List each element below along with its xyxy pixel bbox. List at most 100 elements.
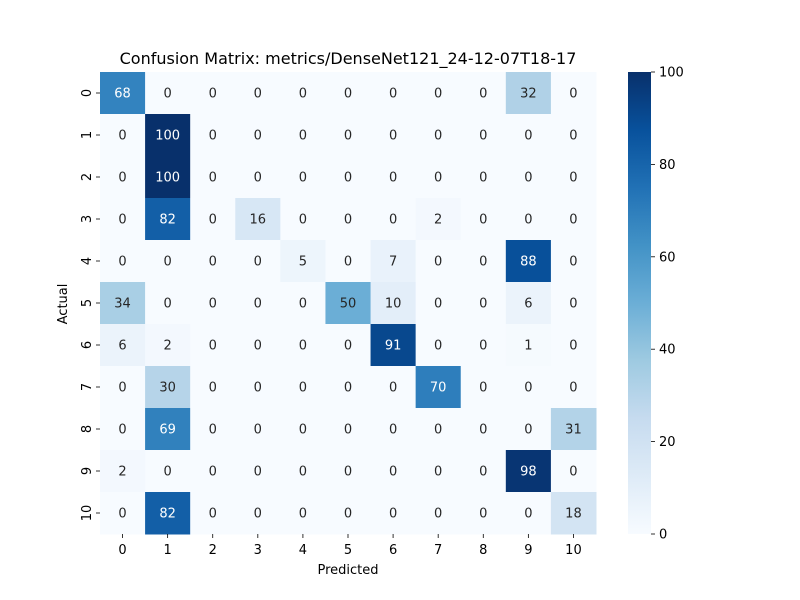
heatmap-cell bbox=[100, 450, 146, 493]
heatmap-cell bbox=[145, 492, 191, 535]
colorbar-tick-label: 80 bbox=[659, 158, 676, 173]
heatmap-cell-value: 0 bbox=[434, 465, 442, 480]
heatmap-cell-value: 0 bbox=[434, 255, 442, 270]
heatmap-cell-value: 88 bbox=[520, 255, 537, 270]
heatmap-cell-value: 69 bbox=[159, 423, 176, 438]
chart-title: Confusion Matrix: metrics/DenseNet121_24… bbox=[120, 49, 577, 69]
heatmap-cell bbox=[190, 324, 236, 367]
heatmap-cell-value: 0 bbox=[434, 87, 442, 102]
heatmap-cell-value: 98 bbox=[520, 465, 537, 480]
heatmap-cell bbox=[370, 156, 417, 199]
heatmap-cell bbox=[460, 240, 507, 283]
x-axis-label: Predicted bbox=[317, 563, 378, 578]
heatmap-cell bbox=[505, 408, 552, 451]
heatmap-cell-value: 0 bbox=[254, 381, 262, 396]
heatmap-cell-value: 2 bbox=[434, 213, 442, 228]
heatmap-cell bbox=[550, 198, 597, 241]
heatmap-cell-value: 0 bbox=[434, 423, 442, 438]
heatmap-cell-value: 0 bbox=[389, 171, 397, 186]
heatmap-cell bbox=[235, 114, 281, 157]
heatmap-cell-value: 100 bbox=[155, 171, 180, 186]
heatmap-cell bbox=[235, 240, 281, 283]
heatmap-cell-value: 82 bbox=[159, 213, 176, 228]
y-tick-label: 0 bbox=[80, 89, 95, 97]
heatmap-cell-value: 0 bbox=[344, 213, 352, 228]
y-tick-label: 2 bbox=[80, 173, 95, 181]
heatmap-cell-value: 0 bbox=[163, 87, 171, 102]
heatmap-cell bbox=[550, 492, 597, 535]
heatmap-cell bbox=[460, 408, 507, 451]
heatmap-cell-value: 32 bbox=[520, 87, 537, 102]
heatmap-cell-value: 100 bbox=[155, 129, 180, 144]
heatmap-cell-value: 91 bbox=[385, 339, 402, 354]
heatmap-cell-value: 18 bbox=[565, 507, 582, 522]
heatmap-cell-value: 0 bbox=[344, 507, 352, 522]
heatmap-cell bbox=[325, 324, 372, 367]
heatmap-cell-value: 70 bbox=[430, 381, 447, 396]
heatmap-cell-value: 0 bbox=[209, 507, 217, 522]
heatmap-cell bbox=[505, 450, 552, 493]
heatmap-cell bbox=[550, 156, 597, 199]
heatmap-cell bbox=[460, 72, 507, 115]
heatmap-cell bbox=[550, 282, 597, 325]
heatmap-cell-value: 0 bbox=[118, 381, 126, 396]
heatmap-cell-value: 0 bbox=[254, 129, 262, 144]
x-tick-label: 8 bbox=[479, 543, 487, 558]
heatmap-cell-value: 7 bbox=[389, 255, 397, 270]
heatmap-cell bbox=[505, 282, 552, 325]
colorbar-ticks: 0 20 40 60 80 100 bbox=[651, 66, 684, 543]
heatmap-cell-value: 0 bbox=[344, 129, 352, 144]
heatmap-cell-value: 0 bbox=[209, 213, 217, 228]
heatmap-cell bbox=[460, 282, 507, 325]
y-tick-label: 3 bbox=[80, 215, 95, 223]
y-axis-ticks: 0 1 2 3 4 5 6 7 8 9 10 bbox=[80, 89, 100, 521]
colorbar-tick-label: 60 bbox=[659, 250, 676, 265]
x-tick-label: 0 bbox=[118, 543, 126, 558]
heatmap-cell bbox=[100, 72, 146, 115]
heatmap-cell bbox=[235, 366, 281, 409]
heatmap-cell bbox=[190, 282, 236, 325]
heatmap-cell bbox=[325, 114, 372, 157]
heatmap-cell bbox=[370, 198, 417, 241]
heatmap-cell bbox=[190, 408, 236, 451]
heatmap-cell bbox=[550, 72, 597, 115]
heatmap-cell-value: 0 bbox=[569, 297, 577, 312]
y-tick-label: 8 bbox=[80, 425, 95, 433]
heatmap-cell bbox=[280, 408, 326, 451]
heatmap-cell bbox=[190, 240, 236, 283]
heatmap-cell bbox=[280, 198, 326, 241]
heatmap-cell-value: 0 bbox=[389, 381, 397, 396]
heatmap-cell-value: 0 bbox=[299, 507, 307, 522]
x-tick-label: 5 bbox=[344, 543, 352, 558]
heatmap-cell bbox=[370, 492, 417, 535]
heatmap-cell bbox=[415, 198, 462, 241]
heatmap-cell bbox=[325, 408, 372, 451]
heatmap-cell bbox=[190, 450, 236, 493]
heatmap-cell bbox=[415, 408, 462, 451]
heatmap-cell bbox=[190, 114, 236, 157]
heatmap-cell bbox=[280, 450, 326, 493]
heatmap-cell bbox=[505, 492, 552, 535]
heatmap-cell bbox=[370, 408, 417, 451]
x-tick-label: 1 bbox=[163, 543, 171, 558]
heatmap-cell-value: 0 bbox=[389, 129, 397, 144]
heatmap-cell bbox=[280, 156, 326, 199]
heatmap-cell-value: 0 bbox=[479, 213, 487, 228]
heatmap-cell bbox=[370, 324, 417, 367]
heatmap-cell-value: 0 bbox=[389, 423, 397, 438]
heatmap-cell bbox=[325, 198, 372, 241]
heatmap-cell-value: 0 bbox=[299, 465, 307, 480]
heatmap-cell bbox=[505, 156, 552, 199]
heatmap-cell-value: 0 bbox=[299, 171, 307, 186]
heatmap-cell bbox=[145, 366, 191, 409]
heatmap-cell-value: 0 bbox=[569, 129, 577, 144]
heatmap-cell-value: 0 bbox=[389, 87, 397, 102]
heatmap-cell-value: 31 bbox=[565, 423, 582, 438]
heatmap-cell-value: 0 bbox=[434, 339, 442, 354]
heatmap-cell-value: 0 bbox=[209, 129, 217, 144]
heatmap-cell-value: 0 bbox=[479, 87, 487, 102]
heatmap-cell-value: 0 bbox=[479, 465, 487, 480]
heatmap-cell bbox=[100, 408, 146, 451]
heatmap-cell-value: 0 bbox=[118, 255, 126, 270]
y-tick-label: 7 bbox=[80, 383, 95, 391]
